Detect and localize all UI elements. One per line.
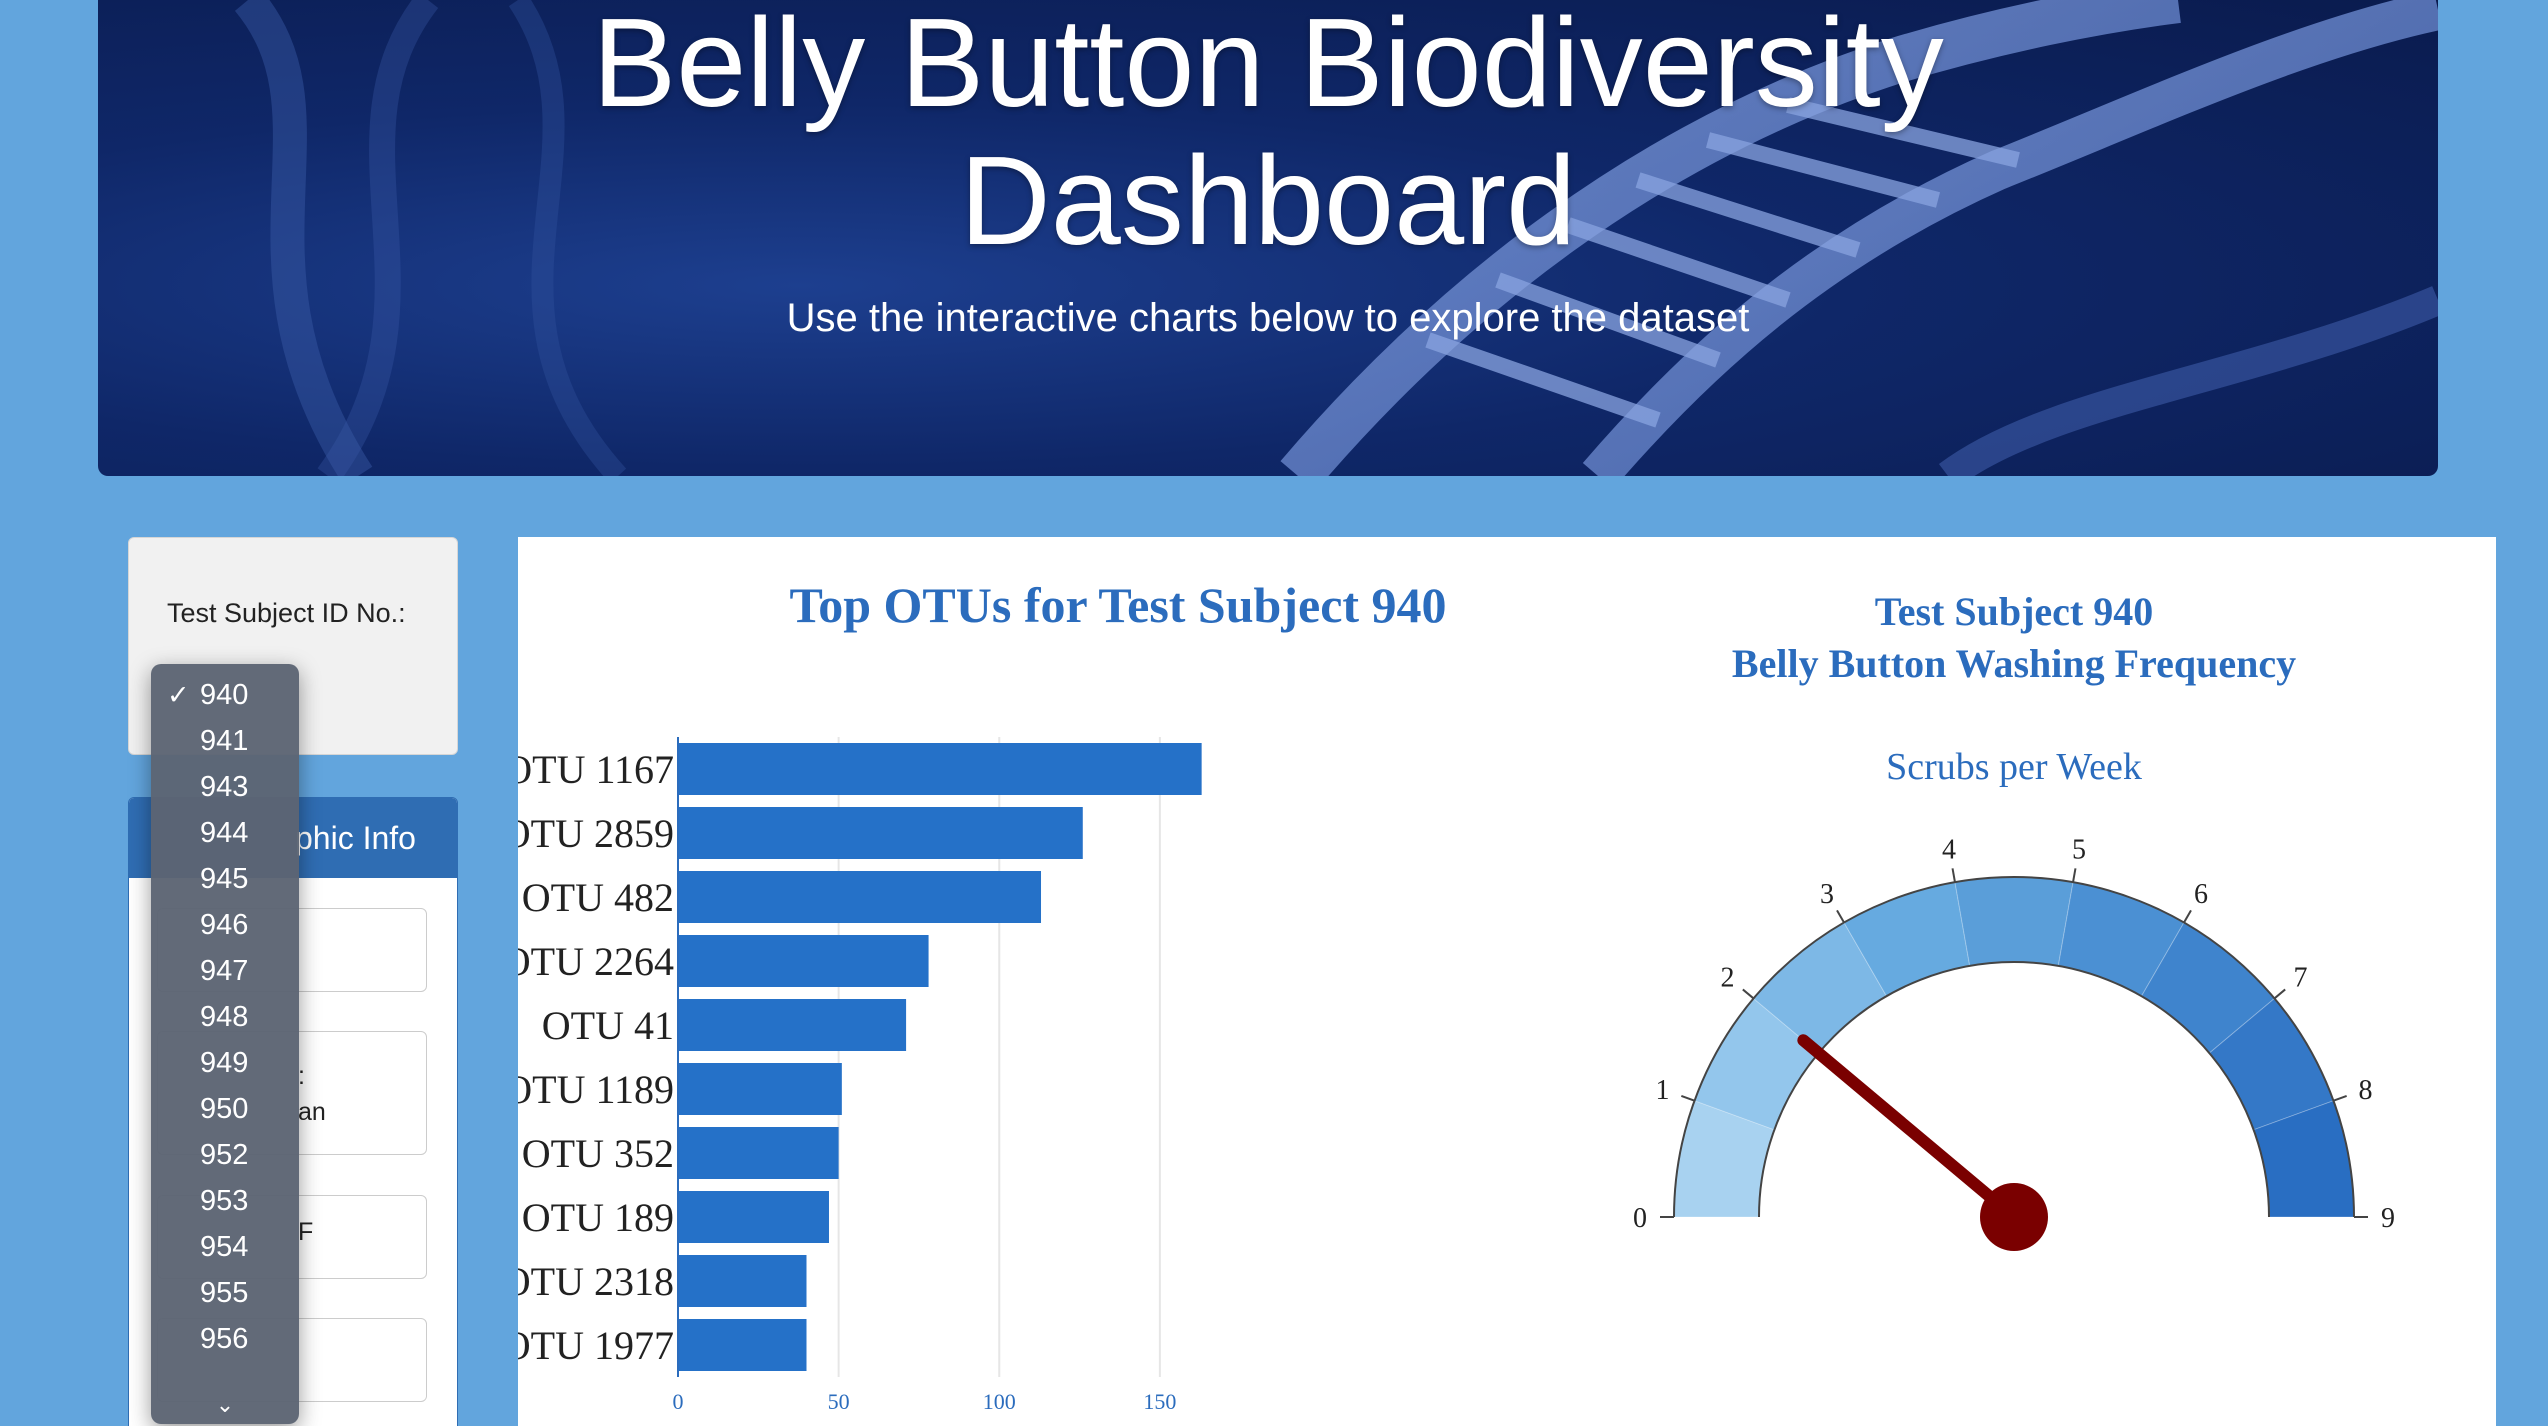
dropdown-option[interactable]: 955 bbox=[200, 1277, 249, 1309]
gauge-tick-label: 1 bbox=[1656, 1075, 1670, 1106]
checkmark-icon: ✓ bbox=[167, 680, 190, 710]
bar-chart-x-tick-label: 0 bbox=[673, 1389, 684, 1414]
bar-chart-bar[interactable] bbox=[678, 1319, 807, 1371]
dropdown-option[interactable]: 948 bbox=[200, 1001, 249, 1033]
bar-chart-category-label: OTU 2264 bbox=[518, 939, 674, 984]
gauge-title-line1: Test Subject 940 bbox=[1875, 589, 2154, 634]
gauge-tick-mark bbox=[1951, 868, 1956, 883]
charts-container: Top OTUs for Test Subject 940 OTU 1167 OT… bbox=[518, 537, 2496, 1426]
gauge-title-line2: Belly Button Washing Frequency bbox=[1732, 641, 2296, 686]
bar-chart-bar[interactable] bbox=[678, 1127, 839, 1179]
bar-chart-title: Top OTUs for Test Subject 940 bbox=[789, 577, 1446, 633]
gauge-tick-mark bbox=[1836, 909, 1845, 924]
dropdown-option[interactable]: 953 bbox=[200, 1185, 249, 1217]
bar-chart-category-label: OTU 2318 bbox=[518, 1259, 674, 1304]
bar-chart-x-tick-label: 150 bbox=[1143, 1389, 1176, 1414]
page-subtitle: Use the interactive charts below to expl… bbox=[786, 296, 1750, 340]
dropdown-option[interactable]: 945 bbox=[200, 863, 249, 895]
bar-chart-bar[interactable] bbox=[678, 999, 907, 1051]
dropdown-option[interactable]: ✓ 940 bbox=[151, 672, 299, 718]
gauge-tick-label: 8 bbox=[2358, 1075, 2372, 1106]
bar-chart-bar[interactable] bbox=[678, 807, 1083, 859]
bar-chart-x-tick-label: 50 bbox=[828, 1389, 850, 1414]
bar-chart-category-label: OTU 1189 bbox=[518, 1067, 674, 1112]
dropdown-option[interactable]: 946 bbox=[200, 909, 249, 941]
gauge-tick-label: 4 bbox=[1942, 835, 1956, 866]
gauge-tick-mark bbox=[2183, 909, 2192, 924]
gauge-tick-label: 7 bbox=[2294, 963, 2308, 994]
dropdown-option[interactable]: 954 bbox=[200, 1231, 249, 1263]
gauge-needle bbox=[1797, 1034, 2020, 1223]
washing-frequency-gauge[interactable]: Test Subject 940 Belly Button Washing Fr… bbox=[1538, 537, 2496, 1426]
gauge-tick-label: 3 bbox=[1820, 879, 1834, 910]
gauge-tick-mark bbox=[2072, 868, 2077, 883]
dropdown-option[interactable]: 943 bbox=[200, 771, 249, 803]
bar-chart-x-tick-label: 100 bbox=[983, 1389, 1016, 1414]
gauge-tick-mark bbox=[1742, 988, 1755, 1000]
top-otus-bar-chart[interactable]: Top OTUs for Test Subject 940 OTU 1167 OT… bbox=[518, 537, 1538, 1426]
dropdown-option[interactable]: 944 bbox=[200, 817, 249, 849]
bar-chart-category-label: OTU 1167 bbox=[518, 747, 674, 792]
demographic-field-2-text-b: an bbox=[298, 1098, 326, 1126]
dna-background-illustration bbox=[234, 0, 2438, 476]
demographic-field-2-text-a: : bbox=[298, 1062, 305, 1090]
dropdown-option[interactable]: 950 bbox=[200, 1093, 249, 1125]
dropdown-option[interactable]: 952 bbox=[200, 1139, 249, 1171]
bar-chart-bar[interactable] bbox=[678, 1191, 829, 1243]
gauge-tick-label: 5 bbox=[2072, 835, 2086, 866]
gauge-tick-label: 9 bbox=[2381, 1203, 2395, 1234]
subject-id-dropdown[interactable]: ✓ 940 941 943 944 945 946 947 948 949 95… bbox=[151, 664, 299, 1424]
gauge-outer-arc bbox=[1673, 876, 2355, 1218]
dropdown-option[interactable]: 956 bbox=[200, 1323, 249, 1355]
bar-chart-bar[interactable] bbox=[678, 1063, 842, 1115]
gauge-tick-mark bbox=[2333, 1094, 2347, 1102]
gauge-needle-hub bbox=[1980, 1183, 2048, 1251]
gauge-tick-mark bbox=[1681, 1094, 1695, 1102]
gauge-step-segment bbox=[1954, 876, 2074, 967]
bar-chart-category-label: OTU 189 bbox=[522, 1195, 674, 1240]
page-title: Belly Button Biodiversity Dashboard bbox=[98, 0, 2438, 270]
subject-selector-label: Test Subject ID No.: bbox=[167, 598, 406, 628]
bar-chart-bar[interactable] bbox=[678, 871, 1042, 923]
gauge-tick-mark bbox=[2273, 988, 2286, 1000]
gauge-tick-label: 2 bbox=[1720, 963, 1734, 994]
bar-chart-category-label: OTU 41 bbox=[542, 1003, 674, 1048]
scroll-down-chevron-icon[interactable]: ⌄ bbox=[215, 1392, 235, 1417]
hero-banner: Belly Button Biodiversity Dashboard Use … bbox=[98, 0, 2438, 476]
gauge-tick-label: 6 bbox=[2194, 879, 2208, 910]
gauge-inner-arc bbox=[1758, 961, 2270, 1218]
dropdown-option[interactable]: 947 bbox=[200, 955, 249, 987]
gauge-tick-label: 0 bbox=[1633, 1203, 1647, 1234]
bar-chart-bar[interactable] bbox=[678, 935, 929, 987]
page-title-line2: Dashboard bbox=[959, 130, 1577, 271]
gauge-subtitle: Scrubs per Week bbox=[1886, 746, 2142, 788]
demographic-info-title: phic Info bbox=[295, 820, 416, 856]
page-title-line1: Belly Button Biodiversity bbox=[592, 0, 1944, 133]
dropdown-option[interactable]: 949 bbox=[200, 1047, 249, 1079]
bar-chart-category-label: OTU 1977 bbox=[518, 1323, 674, 1368]
bar-chart-category-label: OTU 482 bbox=[522, 875, 674, 920]
bar-chart-bar[interactable] bbox=[678, 743, 1202, 795]
bar-chart-category-label: OTU 2859 bbox=[518, 811, 674, 856]
bar-chart-bar[interactable] bbox=[678, 1255, 807, 1307]
bar-chart-category-label: OTU 352 bbox=[522, 1131, 674, 1176]
dropdown-option[interactable]: 941 bbox=[200, 725, 249, 757]
demographic-field-3-text: F bbox=[298, 1218, 314, 1246]
